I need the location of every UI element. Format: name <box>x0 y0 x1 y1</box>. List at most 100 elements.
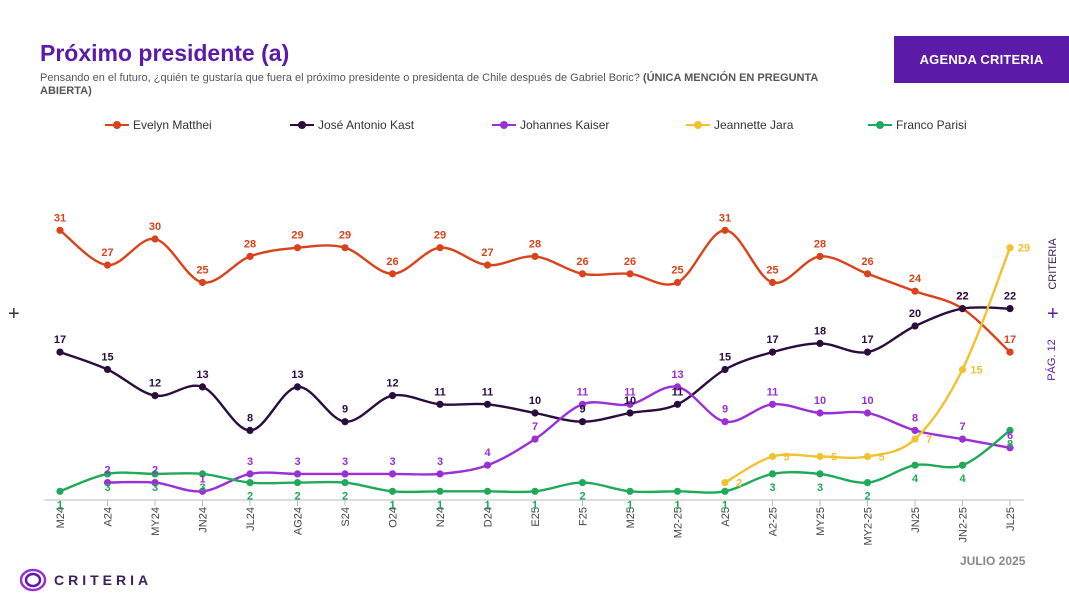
data-label-jeannette-jara: 5 <box>831 452 837 464</box>
x-tick-label: N24 <box>435 507 447 527</box>
data-point-jose-antonio-kast <box>198 383 207 391</box>
data-label-johannes-kaiser: 11 <box>577 386 589 398</box>
data-label-franco-parisi: 4 <box>959 473 966 485</box>
x-tick-label: A25 <box>720 507 732 527</box>
criteria-logo: CRITERIA <box>20 568 152 592</box>
data-label-franco-parisi: 1 <box>532 499 538 511</box>
legend-swatch <box>868 119 892 131</box>
data-label-jose-antonio-kast: 18 <box>814 325 826 337</box>
data-point-johannes-kaiser <box>483 461 492 469</box>
data-point-jose-antonio-kast <box>293 383 302 391</box>
data-label-jose-antonio-kast: 12 <box>386 378 398 390</box>
data-point-jose-antonio-kast <box>958 305 967 313</box>
data-label-franco-parisi: 1 <box>627 499 633 511</box>
data-label-jose-antonio-kast: 9 <box>342 404 348 416</box>
data-point-evelyn-matthei <box>721 226 729 234</box>
data-label-franco-parisi: 1 <box>57 499 63 511</box>
legend-item-evelyn-matthei: Evelyn Matthei <box>105 118 212 132</box>
x-tick-label: M24 <box>55 507 67 528</box>
report-date: JULIO 2025 <box>960 554 1026 568</box>
left-plus-icon: + <box>8 303 20 325</box>
data-point-jose-antonio-kast <box>863 348 872 356</box>
data-label-franco-parisi: 2 <box>294 491 300 503</box>
data-point-johannes-kaiser <box>531 435 539 443</box>
x-tick-label: S24 <box>340 507 352 527</box>
data-point-johannes-kaiser <box>578 400 587 408</box>
data-label-jeannette-jara: 2 <box>736 478 742 490</box>
x-tick-label: JL24 <box>245 507 257 531</box>
data-label-jose-antonio-kast: 13 <box>291 369 303 381</box>
x-tick-label: O24 <box>388 507 400 528</box>
data-point-evelyn-matthei <box>246 252 254 260</box>
data-point-johannes-kaiser <box>863 409 872 417</box>
page-title: Próximo presidente (a) <box>40 40 290 66</box>
data-point-johannes-kaiser <box>911 426 919 434</box>
data-point-franco-parisi <box>388 487 397 495</box>
data-point-jose-antonio-kast <box>483 400 492 408</box>
data-point-johannes-kaiser <box>958 435 967 443</box>
data-point-evelyn-matthei <box>578 270 587 278</box>
data-label-johannes-kaiser: 3 <box>437 456 443 468</box>
data-point-johannes-kaiser <box>293 470 302 478</box>
x-tick-label: A24 <box>103 507 115 527</box>
data-point-evelyn-matthei <box>863 270 872 278</box>
data-label-johannes-kaiser: 2 <box>152 465 158 477</box>
data-point-jose-antonio-kast <box>388 392 397 400</box>
data-label-evelyn-matthei: 17 <box>1004 334 1016 346</box>
data-label-franco-parisi: 3 <box>104 482 110 494</box>
data-label-jose-antonio-kast: 17 <box>54 334 66 346</box>
data-label-jeannette-jara: 5 <box>783 452 789 464</box>
data-point-jose-antonio-kast <box>721 365 729 374</box>
data-label-franco-parisi: 1 <box>674 499 680 511</box>
data-point-franco-parisi <box>483 487 492 495</box>
data-label-franco-parisi: 1 <box>722 499 728 511</box>
data-label-jeannette-jara: 29 <box>1018 243 1030 255</box>
data-point-evelyn-matthei <box>198 278 207 287</box>
data-label-evelyn-matthei: 29 <box>434 230 446 242</box>
data-point-franco-parisi <box>436 487 444 495</box>
data-point-evelyn-matthei <box>911 287 919 295</box>
data-point-evelyn-matthei <box>388 270 397 278</box>
data-label-evelyn-matthei: 28 <box>814 238 826 250</box>
data-label-jose-antonio-kast: 8 <box>247 412 253 424</box>
data-label-evelyn-matthei: 25 <box>196 265 208 277</box>
legend-item-jeannette-jara: Jeannette Jara <box>686 118 793 132</box>
data-point-jeannette-jara <box>958 365 967 374</box>
data-label-evelyn-matthei: 28 <box>244 238 256 250</box>
data-point-jose-antonio-kast <box>673 400 682 408</box>
legend-swatch <box>686 119 710 131</box>
data-label-jose-antonio-kast: 10 <box>529 395 541 407</box>
data-point-evelyn-matthei <box>56 226 64 234</box>
data-label-franco-parisi: 2 <box>579 491 585 503</box>
data-label-jose-antonio-kast: 15 <box>719 352 731 364</box>
data-label-evelyn-matthei: 29 <box>339 230 351 242</box>
data-point-johannes-kaiser <box>103 479 112 487</box>
data-point-jose-antonio-kast <box>436 400 444 408</box>
data-point-jose-antonio-kast <box>816 339 824 347</box>
data-label-franco-parisi: 1 <box>389 499 395 511</box>
data-point-evelyn-matthei <box>151 235 159 243</box>
data-point-jose-antonio-kast <box>246 426 254 434</box>
legend-swatch <box>105 119 129 131</box>
legend-label: Jeannette Jara <box>714 118 794 132</box>
x-tick-label: M25 <box>625 507 637 528</box>
data-label-franco-parisi: 3 <box>817 482 823 494</box>
data-label-jeannette-jara: 15 <box>970 365 982 377</box>
x-tick-label: JL25 <box>1005 507 1017 531</box>
data-label-evelyn-matthei: 29 <box>291 230 303 242</box>
data-label-evelyn-matthei: 25 <box>671 265 683 277</box>
data-point-evelyn-matthei <box>1006 348 1014 356</box>
x-tick-label: A2-25 <box>768 507 780 536</box>
data-label-jeannette-jara: 7 <box>926 434 932 446</box>
data-point-franco-parisi <box>911 461 919 469</box>
data-point-evelyn-matthei <box>341 244 349 252</box>
x-tick-label: MY2-25 <box>863 507 875 546</box>
subtitle-text: Pensando en el futuro, ¿quién te gustarí… <box>40 72 643 84</box>
agenda-criteria-badge: AGENDA CRITERIA <box>894 36 1069 83</box>
data-label-franco-parisi: 2 <box>247 491 253 503</box>
data-point-evelyn-matthei <box>816 252 824 260</box>
data-point-johannes-kaiser <box>436 470 444 478</box>
legend-label: Evelyn Matthei <box>133 118 212 132</box>
criteria-logo-icon <box>20 568 47 592</box>
data-point-franco-parisi <box>958 461 967 469</box>
